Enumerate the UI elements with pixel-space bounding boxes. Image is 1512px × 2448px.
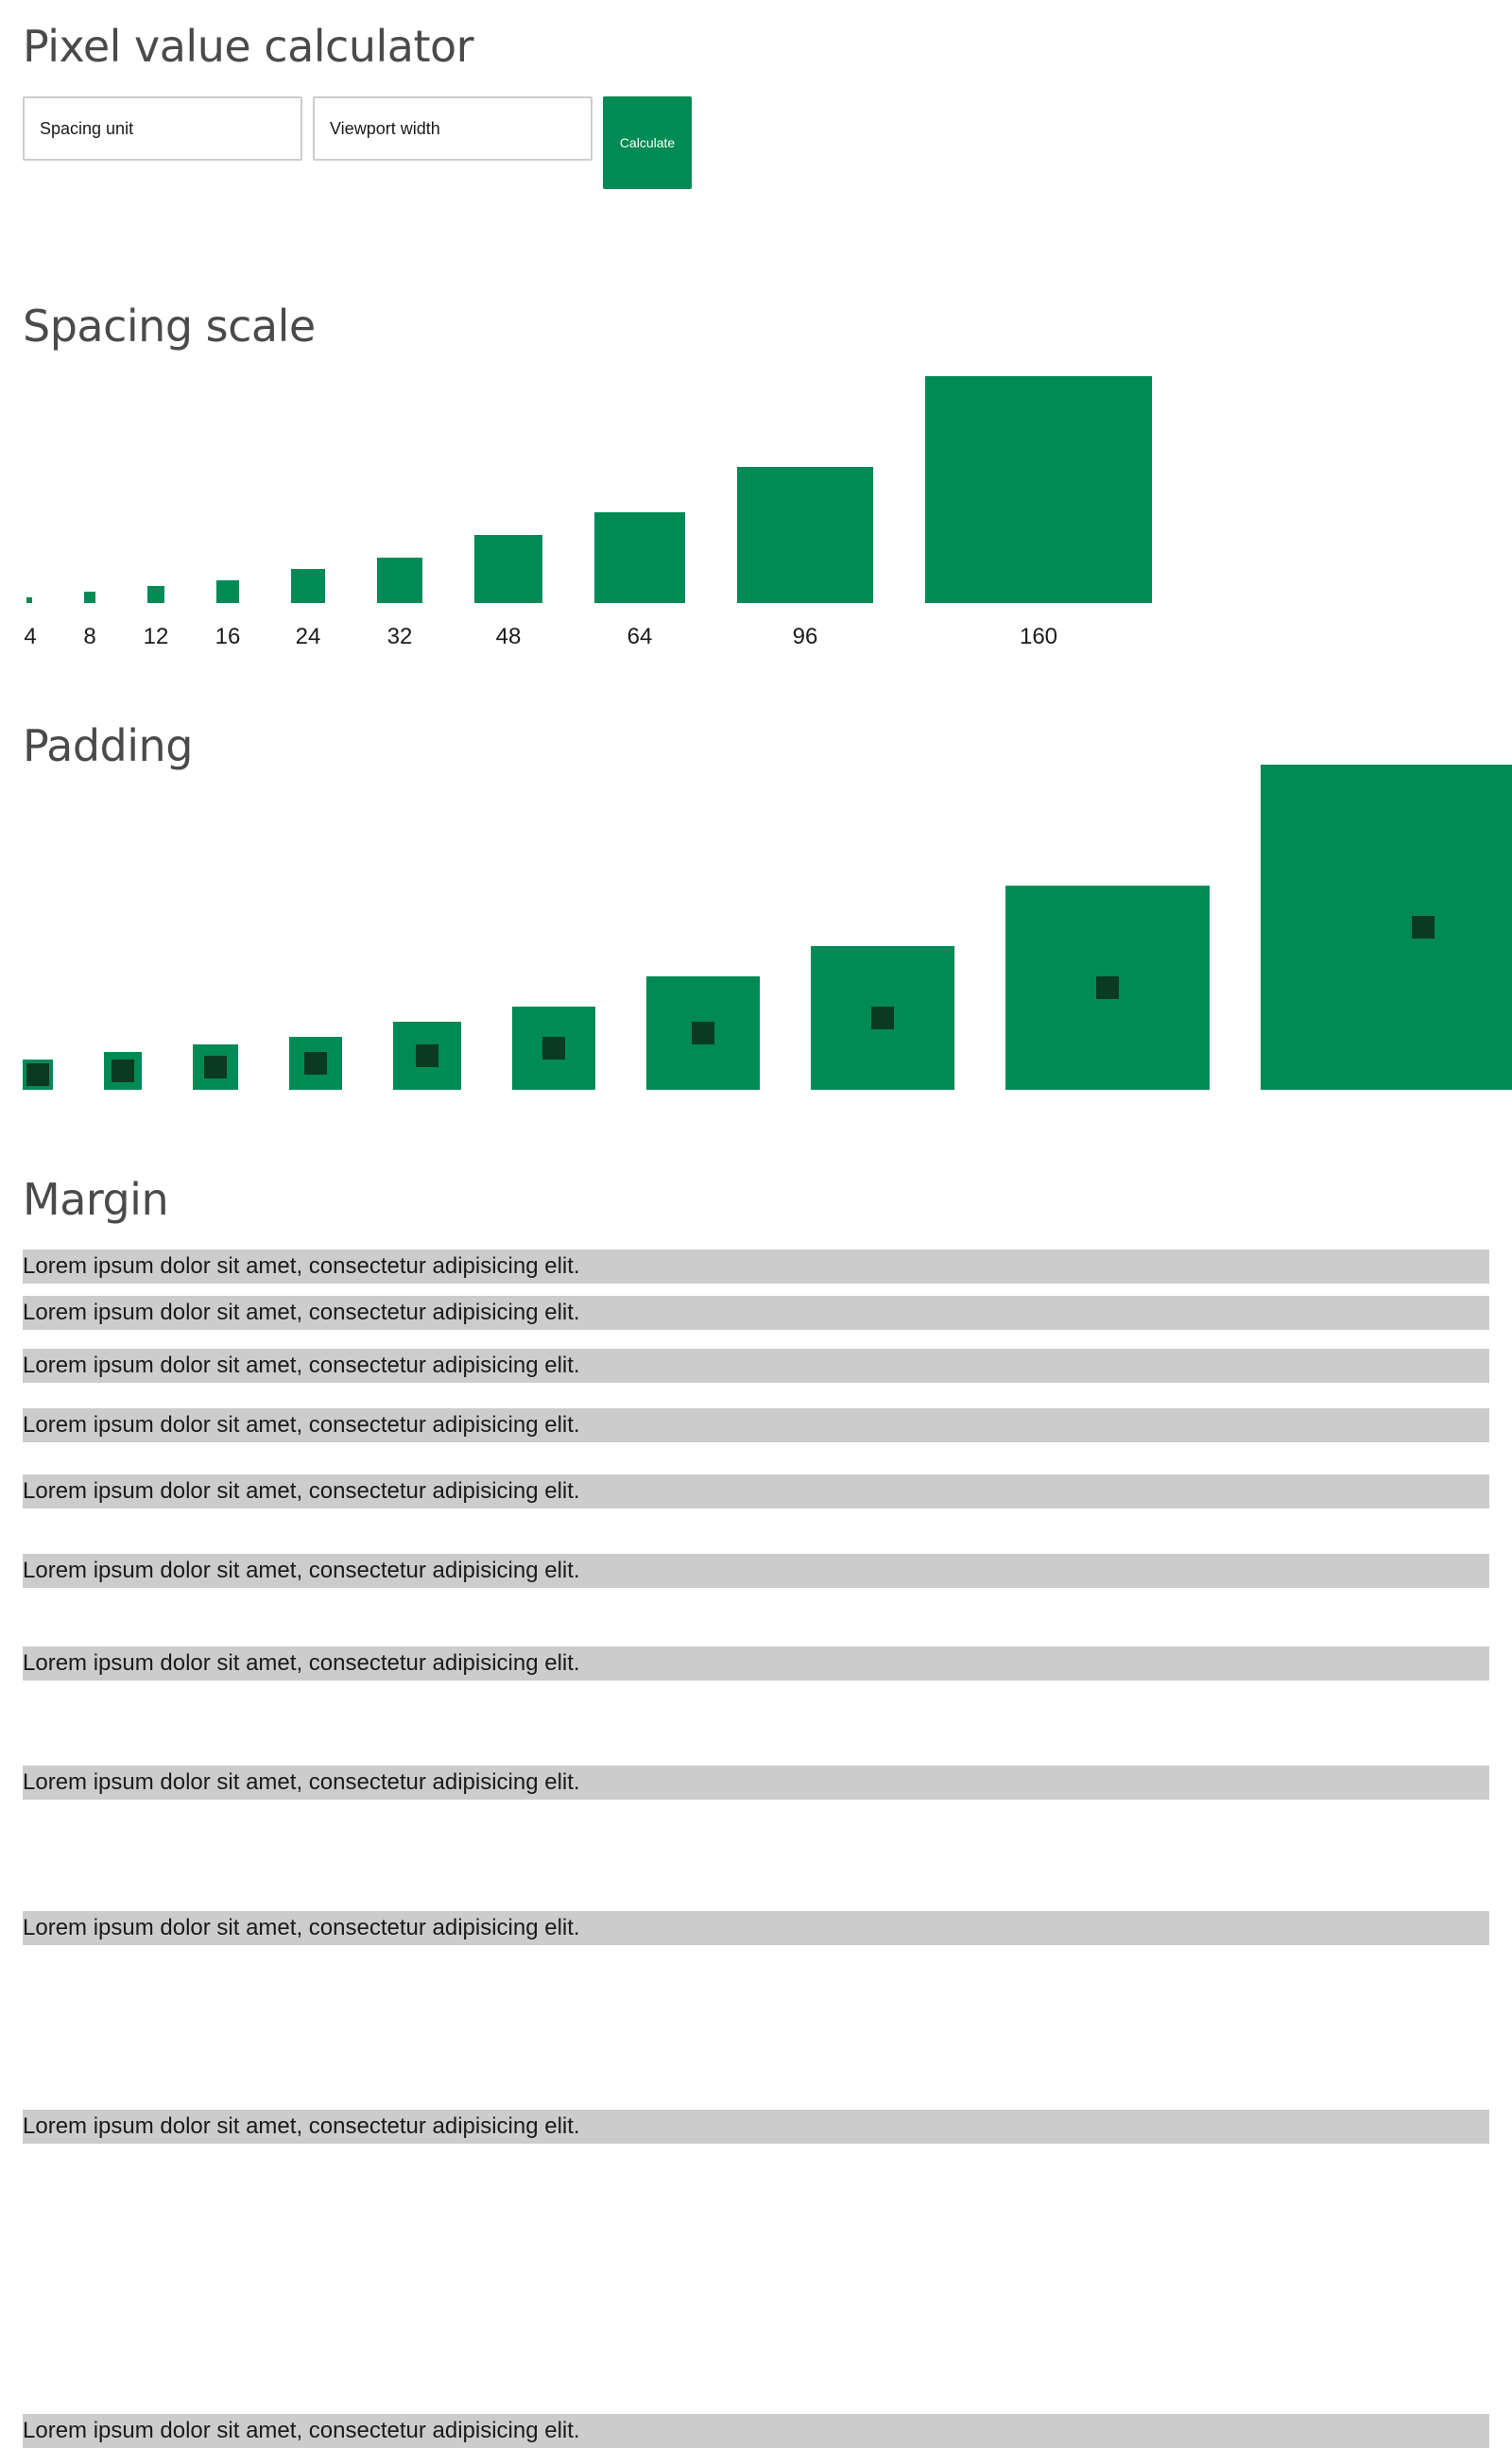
spacing-square-32	[377, 558, 422, 603]
padding-box-64	[811, 946, 954, 1090]
spacing-label-160: 160	[1019, 624, 1058, 649]
padding-content	[204, 1056, 227, 1078]
spacing-label-24: 24	[295, 624, 321, 649]
spacing-label-64: 64	[627, 624, 653, 649]
margin-row: Lorem ipsum dolor sit amet, consectetur …	[23, 2110, 1489, 2144]
padding-title: Padding	[23, 720, 193, 771]
padding-box-96	[1005, 886, 1210, 1090]
spacing-square-16	[216, 580, 239, 603]
padding-box-32	[512, 1007, 595, 1090]
margin-row: Lorem ipsum dolor sit amet, consectetur …	[23, 1349, 1489, 1383]
padding-content	[542, 1037, 565, 1060]
margin-demo: Lorem ipsum dolor sit amet, consectetur …	[23, 1250, 1489, 2448]
spacing-label-32: 32	[387, 624, 413, 649]
spacing-square-96	[737, 467, 873, 603]
viewport-width-input[interactable]	[313, 96, 593, 161]
margin-row: Lorem ipsum dolor sit amet, consectetur …	[23, 1408, 1489, 1442]
calculate-button[interactable]: Calculate	[603, 96, 692, 189]
padding-content	[1096, 976, 1119, 999]
padding-box-4	[23, 1060, 53, 1090]
spacing-square-12	[147, 586, 164, 603]
spacing-unit-input[interactable]	[23, 96, 302, 161]
spacing-scale-title: Spacing scale	[23, 301, 316, 352]
spacing-label-12: 12	[143, 624, 169, 649]
margin-row: Lorem ipsum dolor sit amet, consectetur …	[23, 1554, 1489, 1588]
padding-box-160	[1261, 765, 1512, 1090]
padding-content	[112, 1060, 134, 1082]
margin-title: Margin	[23, 1174, 169, 1225]
calculator-title: Pixel value calculator	[23, 21, 474, 72]
spacing-label-4: 4	[24, 624, 37, 649]
spacing-label-96: 96	[792, 624, 818, 649]
padding-content	[304, 1052, 327, 1075]
padding-box-48	[646, 976, 760, 1090]
margin-row: Lorem ipsum dolor sit amet, consectetur …	[23, 1250, 1489, 1284]
margin-row: Lorem ipsum dolor sit amet, consectetur …	[23, 1646, 1489, 1681]
spacing-label-8: 8	[83, 624, 96, 649]
margin-row: Lorem ipsum dolor sit amet, consectetur …	[23, 1766, 1489, 1800]
margin-row: Lorem ipsum dolor sit amet, consectetur …	[23, 2414, 1489, 2448]
padding-box-16	[289, 1037, 342, 1090]
margin-row: Lorem ipsum dolor sit amet, consectetur …	[23, 1911, 1489, 1945]
page: Pixel value calculator Calculate Spacing…	[23, 21, 1512, 2448]
margin-row: Lorem ipsum dolor sit amet, consectetur …	[23, 1296, 1489, 1330]
padding-box-24	[393, 1022, 461, 1090]
spacing-square-64	[594, 512, 685, 603]
spacing-label-16: 16	[215, 624, 241, 649]
padding-content	[871, 1007, 894, 1029]
padding-content	[416, 1044, 438, 1067]
spacing-square-48	[474, 535, 542, 603]
spacing-square-160	[925, 376, 1152, 603]
padding-box-8	[104, 1052, 142, 1090]
padding-content	[1412, 916, 1435, 939]
padding-content	[26, 1063, 49, 1086]
spacing-label-48: 48	[495, 624, 522, 649]
margin-row: Lorem ipsum dolor sit amet, consectetur …	[23, 1474, 1489, 1508]
spacing-square-24	[291, 569, 325, 603]
spacing-square-4	[26, 597, 32, 603]
spacing-square-8	[84, 592, 95, 603]
padding-box-12	[193, 1044, 238, 1090]
padding-content	[692, 1022, 714, 1044]
